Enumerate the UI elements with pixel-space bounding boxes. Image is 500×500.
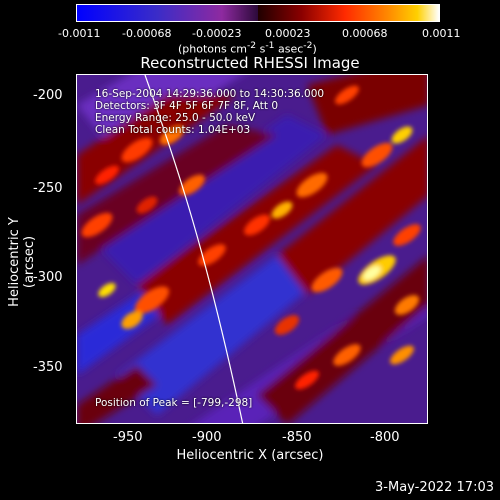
energy-range-label: Energy Range: 25.0 - 50.0 keV [95,112,256,124]
x-tick-label: -850 [282,430,312,445]
footer-date: 3-May-2022 17:03 [375,480,494,495]
image-plot [76,74,428,424]
peak-position-label: Position of Peak = [-799,-298] [95,397,253,409]
colorbar-tick: 0.0011 [422,27,461,40]
x-tick-label: -800 [370,430,400,445]
clean-counts-label: Clean Total counts: 1.04E+03 [95,124,251,136]
colorbar-tick: 0.00023 [265,27,311,40]
colorbar-tick: -0.00068 [122,27,172,40]
rhessi-image [77,75,427,423]
colorbar-tick: -0.0011 [58,27,101,40]
x-tick-label: -950 [113,430,143,445]
y-axis-label: Heliocentric Y (arcsec) [7,217,37,307]
y-tick-label: -250 [33,181,63,196]
solar-limb-line [144,75,244,423]
time-range-label: 16-Sep-2004 14:29:36.000 to 14:30:36.000 [95,88,325,100]
colorbar-units: (photons cm-2 s-1 asec-2) [178,40,317,56]
y-tick-label: -350 [33,360,63,375]
colorbar-tick: 0.00068 [342,27,388,40]
x-axis-label: Heliocentric X (arcsec) [176,448,324,463]
x-tick-label: -900 [192,430,222,445]
colorbar [76,4,440,22]
plot-title: Reconstructed RHESSI Image [140,54,360,72]
y-tick-label: -300 [33,270,63,285]
y-tick-label: -200 [33,88,63,103]
colorbar-tick: -0.00023 [192,27,242,40]
detectors-label: Detectors: 3F 4F 5F 6F 7F 8F, Att 0 [95,100,279,112]
colorbar-gradient [77,5,439,21]
bright-emission [81,85,421,390]
